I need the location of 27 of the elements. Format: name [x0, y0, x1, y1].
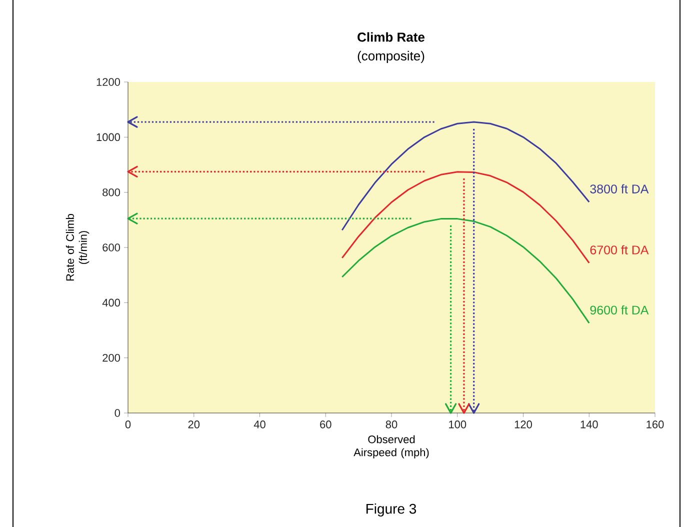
- y-tick-label: 800: [102, 188, 120, 196]
- y-axis-title: Rate of Climb (ft/min): [66, 214, 90, 281]
- x-tick-label: 60: [320, 420, 332, 428]
- x-tick-label: 0: [125, 420, 131, 428]
- y-tick-label: 0: [114, 409, 120, 417]
- x-tick-label: 40: [254, 420, 266, 428]
- y-tick-label: 1000: [96, 133, 120, 142]
- x-tick-label: 80: [386, 420, 398, 428]
- x-tick-label: 160: [646, 420, 664, 428]
- y-tick-label: 400: [102, 298, 120, 307]
- y-tick-label: 1200: [96, 78, 120, 86]
- y-tick-label: 600: [102, 244, 120, 252]
- line-series: [341, 121, 590, 231]
- chart-title: Climb Rate: [358, 32, 425, 42]
- series-label: 9600 ft DA: [590, 305, 649, 315]
- x-axis-title: Observed Airspeed (mph): [354, 435, 429, 458]
- line-series: [341, 218, 590, 324]
- line-series: [341, 171, 590, 264]
- x-tick-label: 120: [514, 420, 532, 428]
- y-tick-label: 200: [102, 354, 120, 362]
- x-tick-label: 100: [449, 420, 466, 428]
- chart-subtitle: (composite): [358, 50, 424, 64]
- series-label: 6700 ft DA: [590, 245, 649, 254]
- caption: Figure 3: [366, 503, 416, 517]
- series-label: 3800 ft DA: [590, 184, 649, 194]
- x-tick-label: 20: [188, 420, 200, 428]
- x-tick-label: 140: [580, 420, 598, 428]
